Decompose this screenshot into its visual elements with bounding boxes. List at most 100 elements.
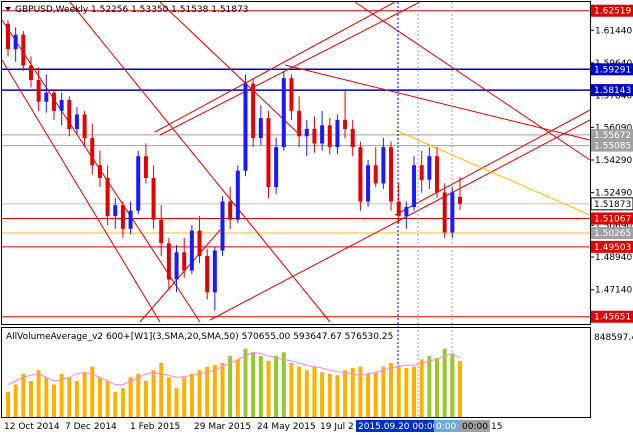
price-tag-label: 1.59291 xyxy=(594,65,631,75)
volume-bar xyxy=(82,372,87,417)
price-tag-box xyxy=(591,310,633,323)
volume-bar xyxy=(220,363,225,417)
time-label: 1 Feb 2015 xyxy=(130,422,180,432)
price-tag-box xyxy=(591,139,633,152)
volume-bar xyxy=(97,377,102,417)
candle-bear xyxy=(97,165,102,178)
trend-line[interactable] xyxy=(284,64,591,141)
candle-bear xyxy=(51,92,56,111)
volume-bar xyxy=(442,348,447,417)
candle-bull xyxy=(243,83,248,171)
price-tick-label: 1.57840 xyxy=(595,92,632,102)
volume-bar xyxy=(327,373,332,417)
candle-bull xyxy=(258,118,263,139)
yellow-trend-line[interactable] xyxy=(394,129,591,216)
candle-bear xyxy=(251,83,256,139)
trend-line[interactable] xyxy=(154,1,396,133)
volume-bar xyxy=(251,352,256,417)
price-tag-label: 1.50265 xyxy=(594,229,631,239)
time-label: 29 Mar 2015 xyxy=(194,422,251,432)
candle-bear xyxy=(458,196,462,204)
candle-bull xyxy=(274,147,279,188)
volume-bar xyxy=(297,366,302,417)
candles xyxy=(6,20,462,311)
candle-bull xyxy=(113,205,118,217)
candle-bull xyxy=(212,250,217,293)
candle-bear xyxy=(435,156,440,193)
volume-bar xyxy=(274,355,279,417)
candle-bull xyxy=(13,34,18,50)
trend-line[interactable] xyxy=(354,1,591,161)
candle-bear xyxy=(312,128,317,144)
volume-bar xyxy=(159,363,164,417)
volume-ma-line xyxy=(7,351,461,386)
time-label-tail: 15 xyxy=(491,422,502,432)
candle-bull xyxy=(235,170,240,220)
trend-line[interactable] xyxy=(1,59,161,323)
volume-bar xyxy=(74,381,79,417)
volume-bar xyxy=(243,348,248,417)
trend-drawings[interactable] xyxy=(1,1,591,418)
volume-axis-label: 848597.4 xyxy=(594,333,633,343)
volume-bar xyxy=(389,363,394,417)
volume-bar xyxy=(435,357,440,417)
candle-bear xyxy=(67,99,72,129)
volume-bar xyxy=(136,373,141,417)
price-tag-box xyxy=(591,240,633,253)
candle-bear xyxy=(205,255,210,293)
price-tick-label: 1.48940 xyxy=(595,253,632,263)
volume-bars xyxy=(6,348,462,417)
volume-bar xyxy=(21,373,26,417)
trend-line[interactable] xyxy=(139,229,221,323)
price-tick-label: 1.47140 xyxy=(595,286,632,296)
volume-bar xyxy=(128,377,133,417)
candle-bear xyxy=(297,110,302,137)
time-label: 12 Oct 2014 xyxy=(4,422,60,432)
trend-line[interactable] xyxy=(394,109,591,216)
price-tag-label: 1.51067 xyxy=(594,214,631,224)
indicator-title: AllVolumeAverage_v2 600+[W1](3,SMA,20,SM… xyxy=(6,332,393,342)
candle-bear xyxy=(21,34,26,66)
candle-bull xyxy=(128,210,133,229)
candle-bull xyxy=(335,119,340,148)
volume-bar xyxy=(59,373,64,417)
trend-line[interactable] xyxy=(159,1,421,136)
volume-bar xyxy=(350,368,355,417)
volume-bar xyxy=(120,388,125,417)
candle-bull xyxy=(404,206,409,217)
candle-bear xyxy=(166,243,171,280)
trend-line[interactable] xyxy=(69,1,331,323)
volume-bar xyxy=(151,370,156,417)
volume-bar xyxy=(358,366,363,417)
volume-bar xyxy=(228,355,233,417)
candle-bear xyxy=(28,65,33,81)
candle-bear xyxy=(419,165,424,180)
price-tag-label: 1.51873 xyxy=(594,200,631,210)
volume-bar xyxy=(90,366,95,417)
collapse-arrow-icon[interactable] xyxy=(5,7,11,11)
price-tag-box xyxy=(591,84,633,97)
volume-bar xyxy=(312,366,317,417)
volume-bar xyxy=(396,365,401,417)
candle-bull xyxy=(189,230,194,271)
price-tag-box xyxy=(591,212,633,225)
candle-bear xyxy=(182,252,187,271)
volume-bar xyxy=(189,373,194,417)
price-tag-label: 1.58143 xyxy=(594,86,631,96)
price-tick-label: 1.50690 xyxy=(595,221,632,231)
candle-bull xyxy=(366,165,371,202)
candle-bear xyxy=(289,78,294,111)
time-label: 24 May 2015 xyxy=(257,422,316,432)
volume-bar xyxy=(143,381,148,417)
trend-line[interactable] xyxy=(209,119,591,321)
time-label: 7 Dec 2014 xyxy=(65,422,117,432)
price-tick-label: 1.52490 xyxy=(595,189,632,199)
candle-bear xyxy=(228,201,233,220)
candle-bull xyxy=(304,128,309,137)
volume-bar xyxy=(235,359,240,417)
trend-line[interactable] xyxy=(159,1,301,136)
candle-bull xyxy=(412,165,417,207)
volume-bar xyxy=(44,377,49,417)
